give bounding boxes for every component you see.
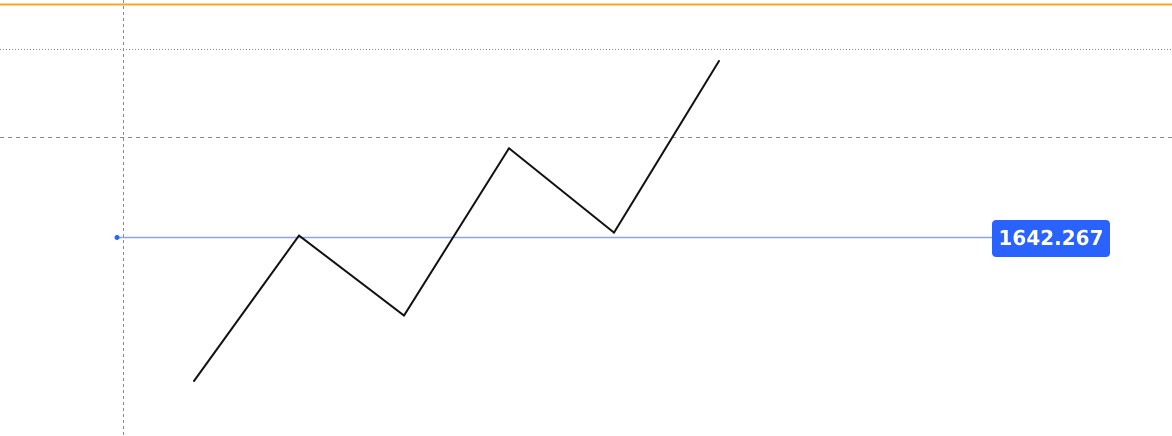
zigzag-segment[interactable] <box>613 60 720 234</box>
zigzag-segment[interactable] <box>508 147 615 234</box>
zigzag-segment[interactable] <box>403 147 510 317</box>
zigzag-segment[interactable] <box>298 234 405 317</box>
zigzag-series[interactable] <box>193 60 720 382</box>
line-anchor-handle[interactable] <box>114 235 120 240</box>
price-label-badge[interactable]: 1642.267 <box>992 220 1110 257</box>
zigzag-segment[interactable] <box>193 234 300 382</box>
